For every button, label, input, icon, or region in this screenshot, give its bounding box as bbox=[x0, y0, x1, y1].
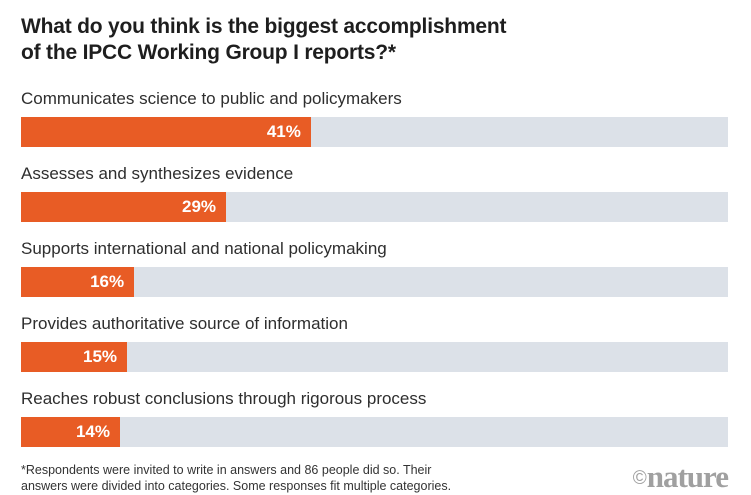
bar-fill: 29% bbox=[21, 192, 227, 222]
footnote-line-1: *Respondents were invited to write in an… bbox=[21, 463, 432, 477]
bar-fill: 41% bbox=[21, 117, 311, 147]
bar-value: 15% bbox=[83, 347, 118, 366]
chart-title-line-2: of the IPCC Working Group I reports?* bbox=[21, 41, 396, 64]
bar-group: Assesses and synthesizes evidence 29% bbox=[21, 164, 728, 222]
chart-title-line-1: What do you think is the biggest accompl… bbox=[21, 15, 507, 38]
bar-label: Supports international and national poli… bbox=[21, 239, 387, 258]
bar-track: 16% bbox=[21, 267, 728, 297]
bar-track: 41% bbox=[21, 117, 728, 147]
bar-value: 16% bbox=[90, 272, 125, 291]
bar-track: 29% bbox=[21, 192, 728, 222]
bar-fill: 14% bbox=[21, 417, 120, 447]
bar-group: Provides authoritative source of informa… bbox=[21, 314, 728, 372]
bar-value: 41% bbox=[266, 122, 301, 141]
bar-value: 14% bbox=[75, 422, 110, 441]
bar-value: 29% bbox=[181, 197, 217, 216]
nature-wordmark: nature bbox=[646, 459, 729, 494]
chart-footer: *Respondents were invited to write in an… bbox=[21, 459, 729, 494]
footnote-line-2: answers were divided into categories. So… bbox=[21, 479, 452, 493]
bar-fill: 15% bbox=[21, 342, 128, 372]
bar-label: Communicates science to public and polic… bbox=[21, 89, 402, 108]
bar-label: Provides authoritative source of informa… bbox=[21, 314, 348, 333]
chart-title: What do you think is the biggest accompl… bbox=[21, 14, 728, 66]
bar-track: 15% bbox=[21, 342, 728, 372]
footnote: *Respondents were invited to write in an… bbox=[21, 462, 451, 494]
bar-label: Reaches robust conclusions through rigor… bbox=[21, 389, 427, 408]
bar-group: Reaches robust conclusions through rigor… bbox=[21, 389, 728, 447]
nature-logo: ©nature bbox=[632, 459, 729, 494]
copyright-icon: © bbox=[632, 468, 647, 489]
bar-group: Communicates science to public and polic… bbox=[21, 89, 728, 147]
bar-chart: Communicates science to public and polic… bbox=[21, 89, 728, 447]
bar-label: Assesses and synthesizes evidence bbox=[21, 164, 294, 183]
bar-fill: 16% bbox=[21, 267, 135, 297]
bar-track: 14% bbox=[21, 417, 728, 447]
bar-group: Supports international and national poli… bbox=[21, 239, 728, 297]
